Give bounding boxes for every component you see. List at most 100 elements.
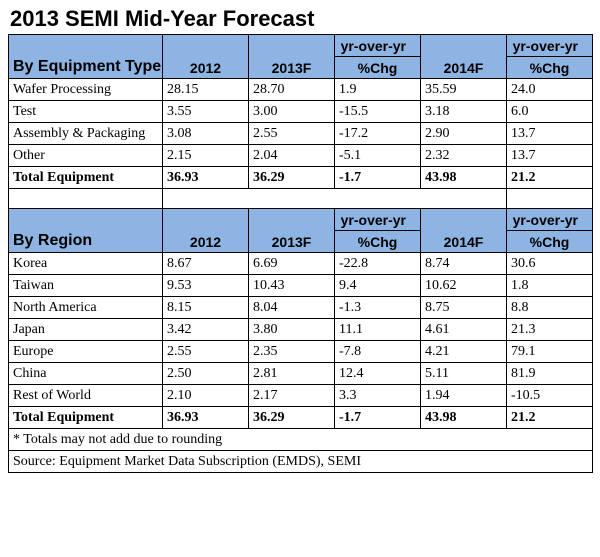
row-label: Japan [9, 319, 163, 341]
col-2014f: 2014F [421, 35, 507, 79]
row-label: Korea [9, 253, 163, 275]
row-label: Total Equipment [9, 407, 163, 429]
cell: -1.7 [335, 407, 421, 429]
cell: 3.18 [421, 101, 507, 123]
cell: 36.29 [249, 167, 335, 189]
cell: 3.08 [163, 123, 249, 145]
row-label: Europe [9, 341, 163, 363]
cell: -1.3 [335, 297, 421, 319]
cell: 21.3 [507, 319, 593, 341]
cell: 2.50 [163, 363, 249, 385]
source-row: Source: Equipment Market Data Subscripti… [9, 451, 593, 473]
cell: 1.9 [335, 79, 421, 101]
row-label: Test [9, 101, 163, 123]
col-chg1: %Chg [335, 57, 421, 79]
cell: 2.55 [163, 341, 249, 363]
cell: 11.1 [335, 319, 421, 341]
section-spacer [9, 189, 593, 209]
row-label: Assembly & Packaging [9, 123, 163, 145]
col-yoy1: yr-over-yr [335, 35, 421, 57]
footnote-text: * Totals may not add due to rounding [9, 429, 593, 451]
cell: -5.1 [335, 145, 421, 167]
cell: 3.80 [249, 319, 335, 341]
cell: 4.21 [421, 341, 507, 363]
row-label: China [9, 363, 163, 385]
table-row: China 2.50 2.81 12.4 5.11 81.9 [9, 363, 593, 385]
cell: 8.75 [421, 297, 507, 319]
cell: -10.5 [507, 385, 593, 407]
cell: 28.15 [163, 79, 249, 101]
cell: 3.55 [163, 101, 249, 123]
table-row: Korea 8.67 6.69 -22.8 8.74 30.6 [9, 253, 593, 275]
cell: 2.35 [249, 341, 335, 363]
cell: 2.90 [421, 123, 507, 145]
cell: 10.43 [249, 275, 335, 297]
cell: 43.98 [421, 167, 507, 189]
row-label: North America [9, 297, 163, 319]
cell: 2.15 [163, 145, 249, 167]
col-2013f: 2013F [249, 35, 335, 79]
table-row: North America 8.15 8.04 -1.3 8.75 8.8 [9, 297, 593, 319]
col-yoy1: yr-over-yr [335, 209, 421, 231]
cell: 6.0 [507, 101, 593, 123]
section2-name: By Region [9, 209, 163, 253]
footnote-row: * Totals may not add due to rounding [9, 429, 593, 451]
cell: -15.5 [335, 101, 421, 123]
col-yoy2: yr-over-yr [507, 209, 593, 231]
cell: 3.42 [163, 319, 249, 341]
cell: 8.8 [507, 297, 593, 319]
section2-total-row: Total Equipment 36.93 36.29 -1.7 43.98 2… [9, 407, 593, 429]
cell: 79.1 [507, 341, 593, 363]
cell: 1.94 [421, 385, 507, 407]
col-2014f: 2014F [421, 209, 507, 253]
cell: -1.7 [335, 167, 421, 189]
cell: 8.15 [163, 297, 249, 319]
row-label: Wafer Processing [9, 79, 163, 101]
cell: 30.6 [507, 253, 593, 275]
table-row: Wafer Processing 28.15 28.70 1.9 35.59 2… [9, 79, 593, 101]
cell: 36.93 [163, 167, 249, 189]
cell: 3.3 [335, 385, 421, 407]
col-chg2: %Chg [507, 57, 593, 79]
col-chg2: %Chg [507, 231, 593, 253]
cell: 9.53 [163, 275, 249, 297]
source-text: Source: Equipment Market Data Subscripti… [9, 451, 593, 473]
cell: 13.7 [507, 145, 593, 167]
cell: 9.4 [335, 275, 421, 297]
cell: 81.9 [507, 363, 593, 385]
cell: 21.2 [507, 407, 593, 429]
section1-name: By Equipment Type [9, 35, 163, 79]
table-row: Japan 3.42 3.80 11.1 4.61 21.3 [9, 319, 593, 341]
section1-total-row: Total Equipment 36.93 36.29 -1.7 43.98 2… [9, 167, 593, 189]
cell: -7.8 [335, 341, 421, 363]
cell: 6.69 [249, 253, 335, 275]
section2-header-top: By Region 2012 2013F yr-over-yr 2014F yr… [9, 209, 593, 231]
row-label: Rest of World [9, 385, 163, 407]
table-row: Test 3.55 3.00 -15.5 3.18 6.0 [9, 101, 593, 123]
cell: 5.11 [421, 363, 507, 385]
table-row: Europe 2.55 2.35 -7.8 4.21 79.1 [9, 341, 593, 363]
table-row: Rest of World 2.10 2.17 3.3 1.94 -10.5 [9, 385, 593, 407]
row-label: Taiwan [9, 275, 163, 297]
cell: 21.2 [507, 167, 593, 189]
cell: 10.62 [421, 275, 507, 297]
forecast-table: By Equipment Type 2012 2013F yr-over-yr … [8, 34, 593, 473]
cell: 2.81 [249, 363, 335, 385]
section1-header-top: By Equipment Type 2012 2013F yr-over-yr … [9, 35, 593, 57]
cell: 12.4 [335, 363, 421, 385]
cell: 2.04 [249, 145, 335, 167]
row-label: Other [9, 145, 163, 167]
cell: 4.61 [421, 319, 507, 341]
page-title: 2013 SEMI Mid-Year Forecast [10, 6, 592, 32]
col-yoy2: yr-over-yr [507, 35, 593, 57]
col-2013f: 2013F [249, 209, 335, 253]
table-row: Other 2.15 2.04 -5.1 2.32 13.7 [9, 145, 593, 167]
cell: 2.55 [249, 123, 335, 145]
table-row: Taiwan 9.53 10.43 9.4 10.62 1.8 [9, 275, 593, 297]
cell: 28.70 [249, 79, 335, 101]
cell: 2.17 [249, 385, 335, 407]
cell: 43.98 [421, 407, 507, 429]
cell: 36.93 [163, 407, 249, 429]
col-chg1: %Chg [335, 231, 421, 253]
cell: 2.10 [163, 385, 249, 407]
